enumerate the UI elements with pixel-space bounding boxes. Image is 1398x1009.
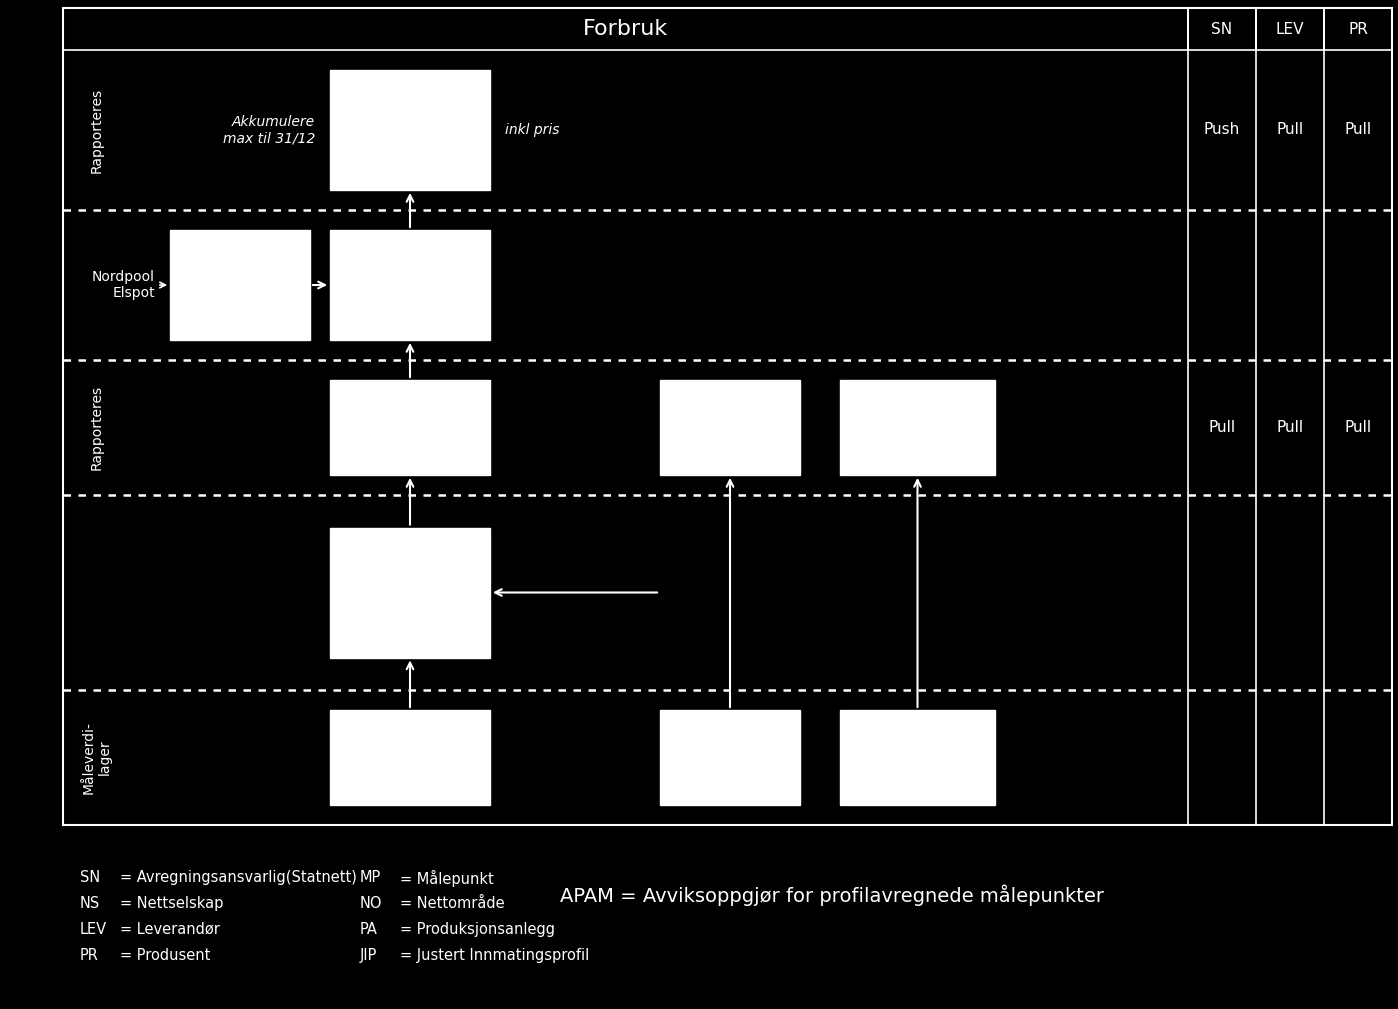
Text: NO: NO <box>361 896 383 911</box>
Bar <box>330 230 491 340</box>
Text: SN: SN <box>1212 21 1233 36</box>
Text: = Målepunkt: = Målepunkt <box>400 870 493 887</box>
Text: PR: PR <box>1348 21 1367 36</box>
Text: SN: SN <box>80 870 101 885</box>
Text: inkl pris: inkl pris <box>505 123 559 137</box>
Text: APAM = Avviksoppgjør for profilavregnede målepunkter: APAM = Avviksoppgjør for profilavregnede… <box>561 885 1104 906</box>
Text: = Produsent: = Produsent <box>120 948 210 963</box>
Bar <box>660 710 800 805</box>
Text: PR: PR <box>80 948 99 963</box>
Text: Rapporteres: Rapporteres <box>89 385 103 470</box>
Text: Pull: Pull <box>1345 122 1371 137</box>
Bar <box>1255 8 1324 50</box>
Text: = Nettselskap: = Nettselskap <box>120 896 224 911</box>
Text: = Nettområde: = Nettområde <box>400 896 505 911</box>
Text: LEV: LEV <box>80 922 108 937</box>
Text: = Produksjonsanlegg: = Produksjonsanlegg <box>400 922 555 937</box>
Text: = Avregningsansvarlig(Statnett): = Avregningsansvarlig(Statnett) <box>120 870 356 885</box>
Text: Forbruk: Forbruk <box>583 19 668 39</box>
Text: NS: NS <box>80 896 101 911</box>
Bar <box>171 230 310 340</box>
Bar <box>330 710 491 805</box>
Bar <box>840 380 995 475</box>
Text: Pull: Pull <box>1208 420 1236 435</box>
Text: Pull: Pull <box>1276 420 1303 435</box>
Bar <box>330 380 491 475</box>
Text: Nordpool
Elspot: Nordpool Elspot <box>92 269 155 300</box>
Text: Pull: Pull <box>1276 122 1303 137</box>
Text: Push: Push <box>1204 122 1240 137</box>
Text: MP: MP <box>361 870 382 885</box>
Bar <box>1324 8 1392 50</box>
Bar <box>1188 8 1255 50</box>
Text: Rapporteres: Rapporteres <box>89 88 103 173</box>
Text: = Justert Innmatingsprofil: = Justert Innmatingsprofil <box>400 948 589 963</box>
Bar <box>660 380 800 475</box>
Bar <box>63 8 1188 50</box>
Text: Akkumulere
max til 31/12: Akkumulere max til 31/12 <box>222 115 315 145</box>
Text: Måleverdi-
lager: Måleverdi- lager <box>81 721 112 794</box>
Bar <box>840 710 995 805</box>
Bar <box>63 8 1392 825</box>
Text: LEV: LEV <box>1276 21 1304 36</box>
Text: Pull: Pull <box>1345 420 1371 435</box>
Text: JIP: JIP <box>361 948 377 963</box>
Bar <box>330 528 491 658</box>
Text: = Leverandør: = Leverandør <box>120 922 219 937</box>
Text: PA: PA <box>361 922 377 937</box>
Bar <box>330 70 491 190</box>
